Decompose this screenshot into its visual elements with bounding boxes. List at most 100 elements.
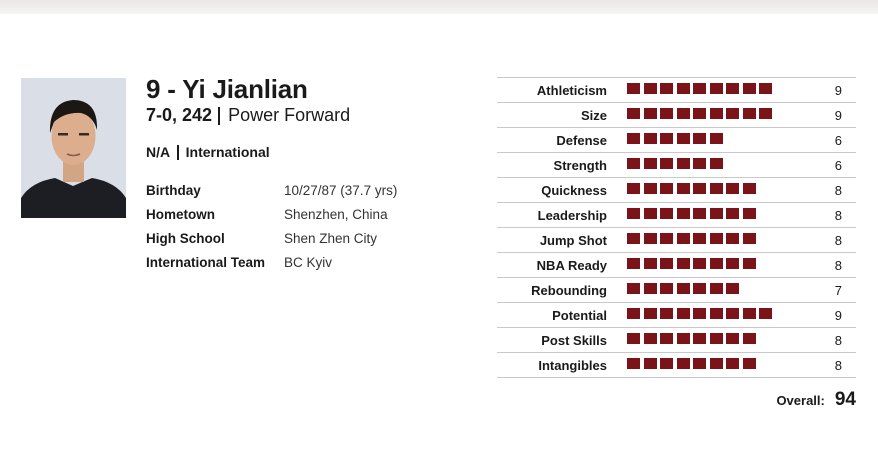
rating-bar-segment <box>693 233 706 244</box>
top-banner-strip <box>0 0 878 14</box>
rating-label: Jump Shot <box>539 233 607 248</box>
rating-value: 7 <box>834 283 842 298</box>
player-physical-position: 7-0, 242 Power Forward <box>146 105 350 126</box>
divider <box>177 144 179 160</box>
rating-bar-segment <box>660 333 673 344</box>
rating-bar-segment <box>627 133 640 144</box>
rating-bar-segment <box>627 333 640 344</box>
rating-bar-segment <box>676 258 690 269</box>
bio-label: Hometown <box>146 207 215 222</box>
rating-bar-segment <box>660 108 673 119</box>
rating-bar-segment <box>693 183 706 194</box>
rating-bar-segment <box>759 83 772 94</box>
rating-value: 8 <box>834 183 842 198</box>
rating-bar-segment <box>742 108 756 119</box>
rating-label: Quickness <box>541 183 607 198</box>
rating-bar-segment <box>709 158 723 169</box>
player-position: Power Forward <box>228 105 351 125</box>
rating-label: Leadership <box>537 208 607 223</box>
rating-bar-segment <box>676 83 690 94</box>
rating-bar-segment <box>660 83 673 94</box>
rating-bar-segment <box>693 283 706 294</box>
bio-label: High School <box>146 231 225 246</box>
rating-value: 8 <box>834 358 842 373</box>
rating-bar-segment <box>676 183 690 194</box>
bio-label: Birthday <box>146 183 201 198</box>
rating-row-post-skills: Post Skills 8 <box>497 327 856 352</box>
rating-label: Strength <box>553 158 607 173</box>
rating-bar-segment <box>676 283 690 294</box>
rating-label: Defense <box>556 133 607 148</box>
rating-bar-segment <box>726 183 739 194</box>
rating-bar-segment <box>643 158 657 169</box>
rating-bar-segment <box>643 258 657 269</box>
rating-bar-segment <box>742 183 756 194</box>
college: N/A <box>146 144 171 160</box>
bio-value: BC Kyiv <box>284 255 333 270</box>
rating-bar-segment <box>643 333 657 344</box>
rating-bar-segment <box>726 83 739 94</box>
rating-bar-segment <box>627 258 640 269</box>
player-affiliation: N/A International <box>146 144 270 160</box>
rating-value: 6 <box>834 158 842 173</box>
rating-label: Size <box>580 108 607 123</box>
rating-bar-segment <box>643 108 657 119</box>
rating-bar-segment <box>643 358 657 369</box>
rating-row-size: Size 9 <box>497 102 856 127</box>
bio-value: 10/27/87 (37.7 yrs) <box>284 183 398 198</box>
rating-bar-segment <box>742 208 756 219</box>
rating-label: Athleticism <box>536 83 607 98</box>
rating-label: NBA Ready <box>536 258 607 273</box>
rating-bar-segment <box>643 133 657 144</box>
rating-bar-segment <box>726 208 739 219</box>
rating-bar-segment <box>660 158 673 169</box>
rating-bar-segment <box>660 283 673 294</box>
rating-bar-segment <box>676 308 690 319</box>
rating-bar-segment <box>676 333 690 344</box>
rating-value: 9 <box>834 308 842 323</box>
player-photo-image <box>21 78 126 218</box>
bio-value: Shen Zhen City <box>284 231 378 246</box>
rating-bar-segment <box>726 308 739 319</box>
origin: International <box>185 144 270 160</box>
rating-label: Post Skills <box>541 333 607 348</box>
rating-bar-segment <box>627 208 640 219</box>
rating-bar-segment <box>742 308 756 319</box>
rating-bar-segment <box>693 108 706 119</box>
rating-bar-segment <box>627 83 640 94</box>
rating-bar-segment <box>726 108 739 119</box>
rating-row-leadership: Leadership 8 <box>497 202 856 227</box>
rating-bar-segment <box>643 208 657 219</box>
bio-value: Shenzhen, China <box>284 207 388 222</box>
rating-bar-segment <box>660 358 673 369</box>
rating-bar-segment <box>676 233 690 244</box>
rating-label: Rebounding <box>531 283 607 298</box>
rating-label: Intangibles <box>538 358 607 373</box>
rating-bar-segment <box>709 308 723 319</box>
rating-row-jump-shot: Jump Shot 8 <box>497 227 856 252</box>
rating-bar-segment <box>627 183 640 194</box>
rating-bar-segment <box>759 108 772 119</box>
rating-bar-segment <box>660 258 673 269</box>
rating-row-strength: Strength 6 <box>497 152 856 177</box>
rating-bar-segment <box>693 333 706 344</box>
height-weight: 7-0, 242 <box>146 105 213 125</box>
rating-bar-segment <box>709 233 723 244</box>
rating-bar-segment <box>693 133 706 144</box>
rating-bar-segment <box>627 233 640 244</box>
rating-bar-segment <box>709 208 723 219</box>
rating-bar-segment <box>709 183 723 194</box>
rating-bar-segment <box>693 83 706 94</box>
divider <box>218 106 221 125</box>
rating-bar-segment <box>759 308 772 319</box>
rating-bar-segment <box>709 108 723 119</box>
player-name: 9 - Yi Jianlian <box>146 74 308 104</box>
rating-bar-segment <box>660 308 673 319</box>
rating-bar-segment <box>676 358 690 369</box>
rating-row-defense: Defense 6 <box>497 127 856 152</box>
rating-bar-segment <box>643 283 657 294</box>
rating-bar-segment <box>627 308 640 319</box>
rating-bar-segment <box>676 108 690 119</box>
rating-bar-segment <box>693 308 706 319</box>
rating-bar-segment <box>709 283 723 294</box>
